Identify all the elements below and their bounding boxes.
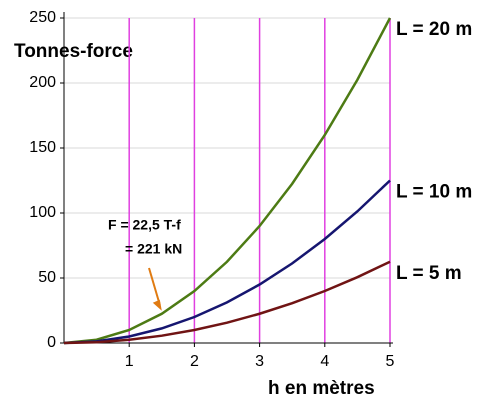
series-label: L = 5 m	[396, 263, 462, 284]
annotation-text: = 221 kN	[125, 241, 182, 257]
x-tick-label: 5	[386, 353, 395, 370]
y-tick-label: 250	[29, 9, 56, 26]
annotation-arrowhead	[152, 299, 162, 311]
series-line	[63, 260, 391, 345]
annotation-arrow	[148, 267, 161, 306]
annotation-text: F = 22,5 T-f	[108, 217, 181, 233]
x-axis-label: h en mètres	[268, 378, 375, 399]
y-axis-label: Tonnes-force	[14, 41, 133, 62]
y-tick-label: 100	[29, 204, 56, 221]
x-tick-label: 4	[320, 353, 329, 370]
y-tick-label: 150	[29, 139, 56, 156]
y-tick-label: 0	[47, 334, 56, 351]
series-label: L = 10 m	[396, 182, 472, 203]
x-tick-label: 2	[190, 353, 199, 370]
x-tick-label: 3	[255, 353, 264, 370]
x-tick-label: 1	[125, 353, 134, 370]
series-label: L = 20 m	[396, 19, 472, 40]
y-tick-label: 50	[38, 269, 56, 286]
y-tick-label: 200	[29, 74, 56, 91]
series-line	[63, 179, 391, 345]
series-line	[63, 17, 392, 345]
